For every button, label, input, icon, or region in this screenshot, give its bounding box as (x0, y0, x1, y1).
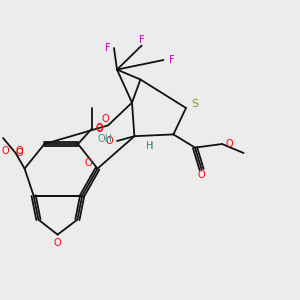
Text: H: H (146, 141, 154, 152)
Text: O: O (54, 238, 61, 248)
Text: O: O (15, 146, 23, 157)
Text: O: O (198, 170, 206, 180)
Text: O: O (2, 146, 9, 156)
Text: O: O (102, 114, 110, 124)
Text: F: F (105, 43, 110, 53)
Text: H: H (146, 141, 154, 152)
Text: S: S (191, 99, 199, 110)
Text: F: F (139, 35, 144, 45)
Text: O: O (84, 158, 92, 168)
Text: O: O (96, 123, 103, 134)
Text: F: F (169, 55, 175, 65)
Text: OH: OH (98, 134, 112, 145)
Text: O: O (106, 136, 113, 146)
Text: O: O (226, 139, 233, 149)
Text: O: O (96, 124, 103, 134)
Text: O: O (16, 148, 24, 158)
